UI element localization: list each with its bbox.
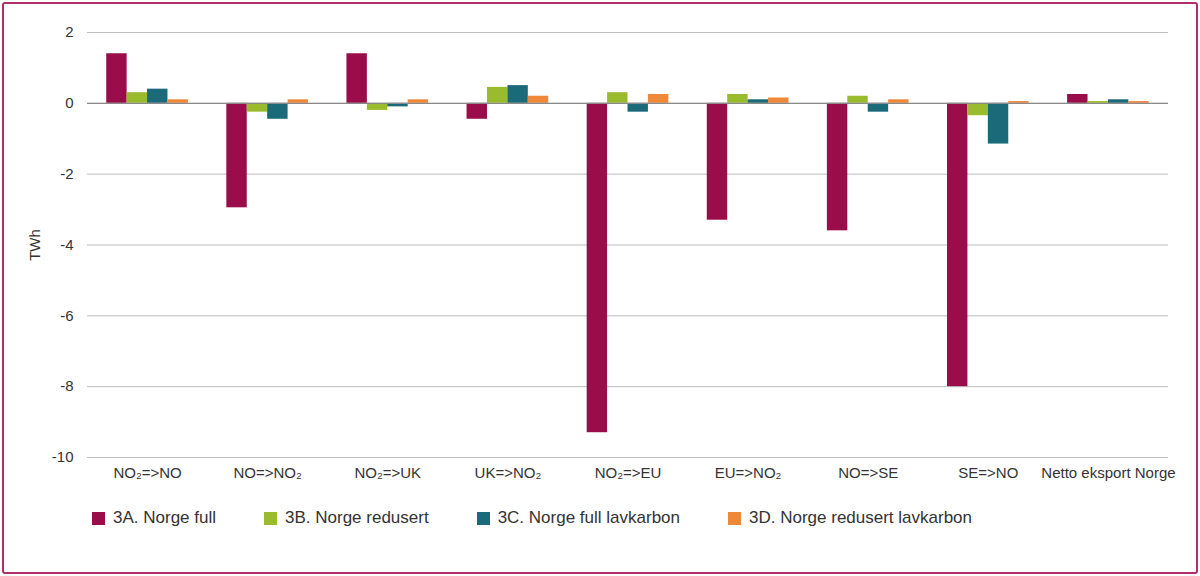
svg-text:NO₂=>EU: NO₂=>EU [595, 464, 662, 481]
svg-text:SE=>NO: SE=>NO [958, 464, 1018, 481]
svg-text:NO₂=>UK: NO₂=>UK [354, 464, 421, 481]
svg-text:Netto eksport Norge: Netto eksport Norge [1041, 464, 1175, 481]
html-text:3A. Norge full: 3A. Norge full [113, 508, 216, 527]
svg-text:-10: -10 [52, 448, 74, 465]
svg-text:-6: -6 [60, 307, 73, 324]
html-text:3C. Norge full lavkarbon: 3C. Norge full lavkarbon [497, 508, 680, 527]
svg-text:TWh: TWh [26, 229, 43, 261]
svg-text:NO₂=>NO: NO₂=>NO [113, 464, 181, 481]
svg-text:EU=>NO₂: EU=>NO₂ [715, 464, 782, 481]
svg-text:-8: -8 [60, 377, 73, 394]
svg-text:NO=>SE: NO=>SE [838, 464, 898, 481]
svg-text:-2: -2 [60, 165, 73, 182]
svg-text:0: 0 [65, 94, 73, 111]
html-text:3B. Norge redusert: 3B. Norge redusert [285, 508, 429, 527]
svg-text:UK=>NO₂: UK=>NO₂ [475, 464, 542, 481]
svg-text:2: 2 [65, 23, 73, 40]
svg-text:NO=>NO₂: NO=>NO₂ [233, 464, 302, 481]
svg-text:-4: -4 [60, 236, 73, 253]
html-text:3D. Norge redusert lavkarbon: 3D. Norge redusert lavkarbon [749, 508, 972, 527]
